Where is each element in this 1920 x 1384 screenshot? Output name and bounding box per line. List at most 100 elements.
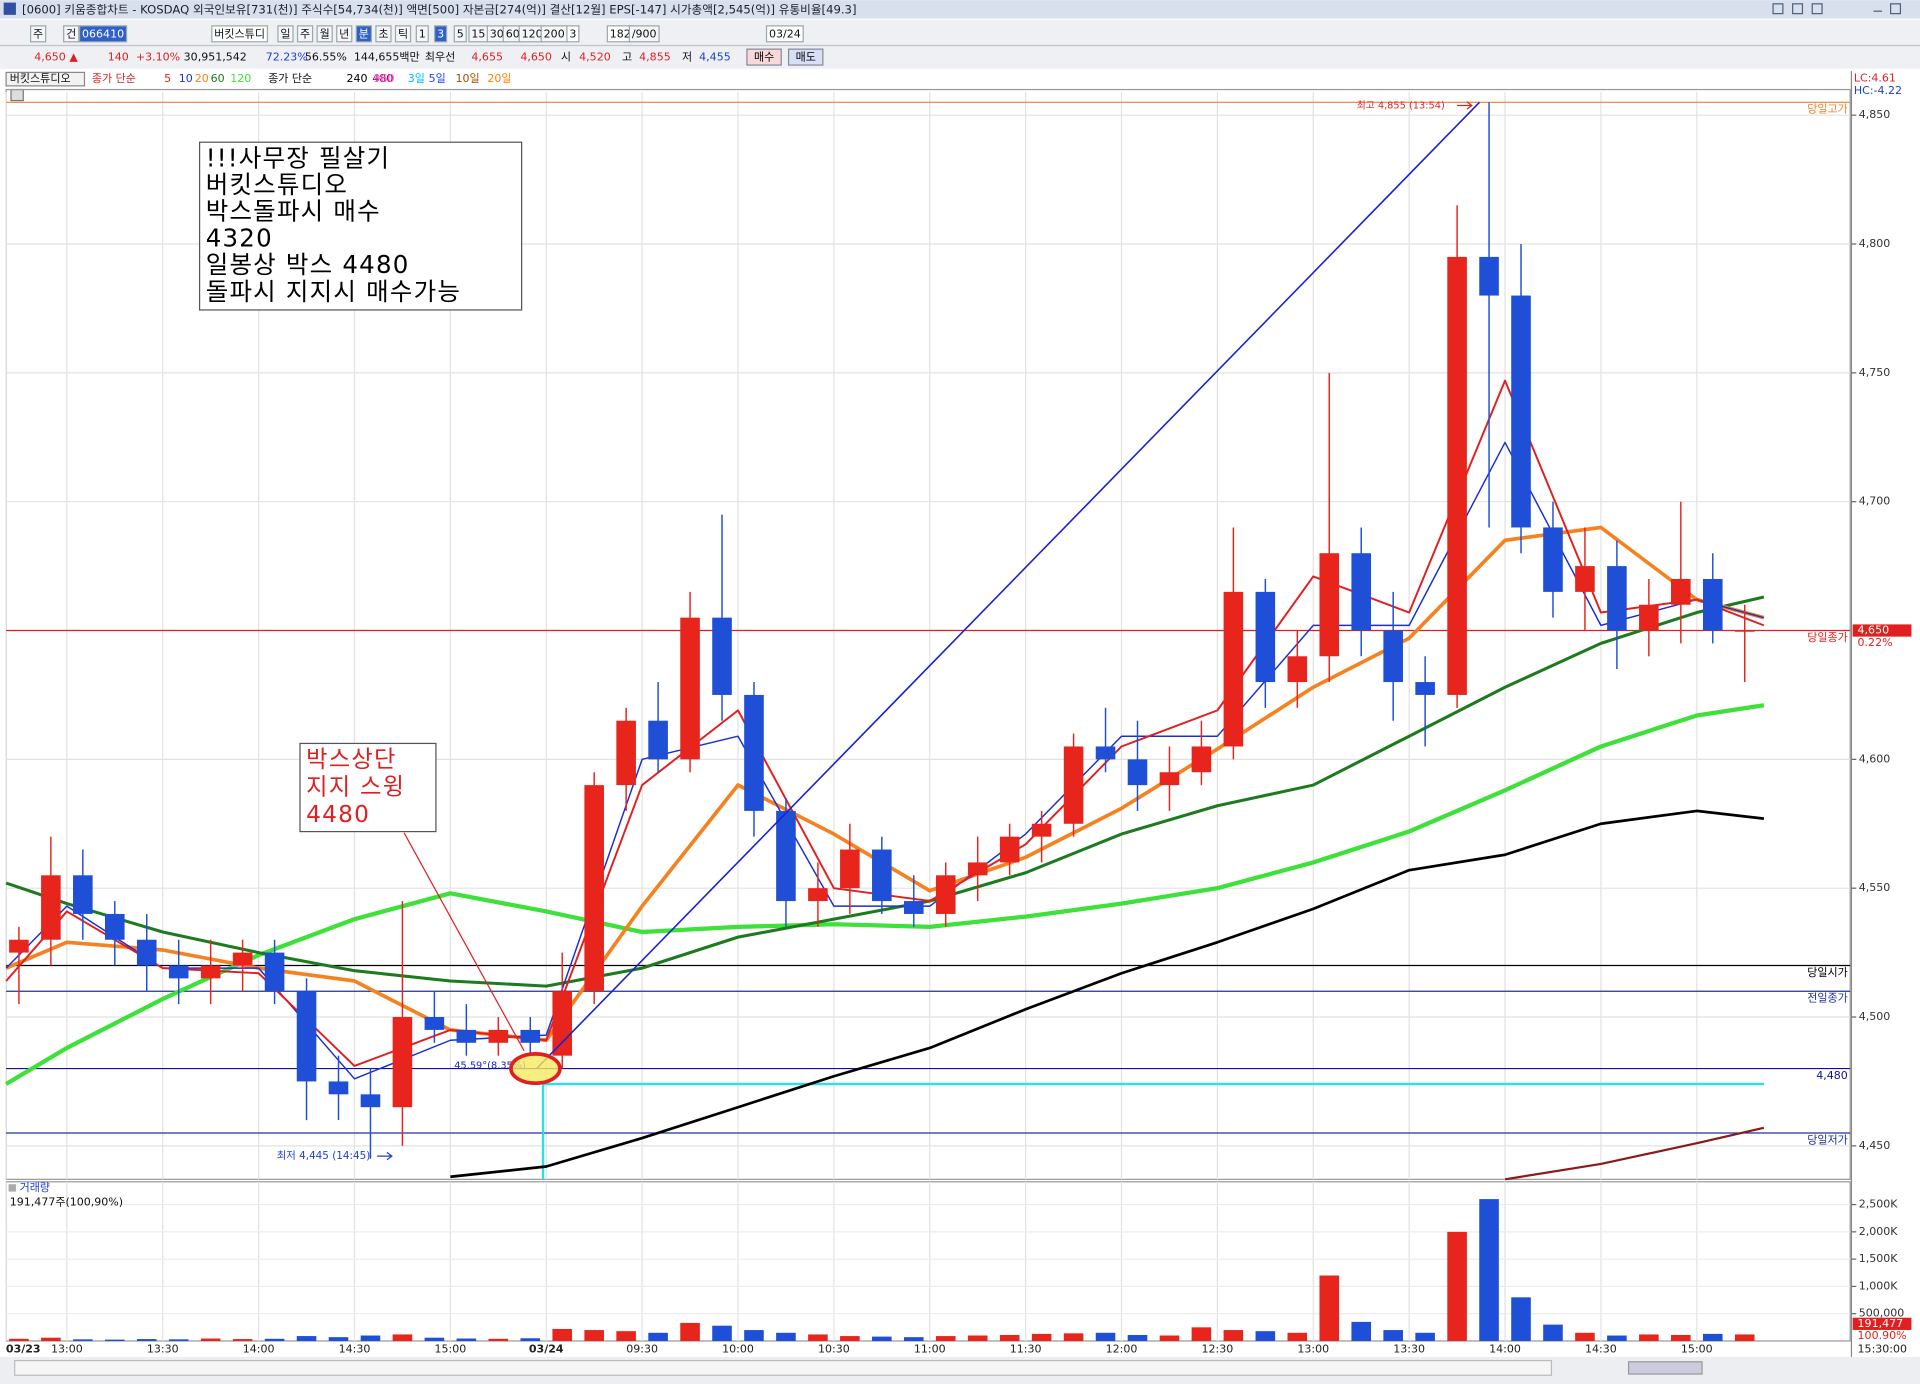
button-frame[interactable] [336, 25, 353, 43]
toolbar-button[interactable]: 년 [339, 27, 349, 40]
scrollbar[interactable] [14, 1359, 1553, 1376]
toolbar-button[interactable]: 월 [320, 27, 330, 40]
volume-bar [488, 1338, 509, 1341]
x-end-label: 15:30:00 [1858, 1343, 1907, 1356]
maximize[interactable] [1890, 3, 1902, 15]
window-controls[interactable] [1772, 3, 1902, 15]
candle-body [168, 965, 189, 979]
annotation-box [299, 742, 437, 833]
volume-bar [9, 1338, 29, 1341]
candle-body [680, 617, 700, 760]
order-button-label[interactable]: 매수 [754, 51, 774, 64]
volume-bar [1031, 1333, 1052, 1341]
candle-body [999, 836, 1020, 863]
candle-body [1127, 759, 1148, 786]
volume-bar [1159, 1335, 1180, 1341]
candle-body [584, 785, 604, 992]
button-frame[interactable] [375, 25, 392, 43]
legend-item: 120 [230, 72, 251, 85]
candle-body [424, 1017, 445, 1030]
volume-bar [296, 1336, 317, 1341]
button-frame[interactable] [394, 25, 412, 43]
low-arrow [377, 1151, 393, 1161]
order-button-label[interactable]: 매도 [796, 51, 816, 64]
reference-label: 4,480 [1816, 1069, 1848, 1082]
volume-bar [1575, 1332, 1595, 1341]
legend-item: 480 [372, 72, 393, 85]
toolbar-button[interactable]: 60 [506, 27, 520, 40]
toolbar-button[interactable]: 주 [300, 27, 310, 40]
volume-title: 거래량 [20, 1181, 50, 1194]
button-frame[interactable] [316, 25, 333, 43]
y-tick-label: 2,000K [1859, 1225, 1899, 1238]
candle-body [360, 1094, 381, 1108]
toolbar-button[interactable]: 건 [66, 27, 76, 40]
button-frame[interactable] [415, 25, 429, 43]
order-button[interactable] [746, 48, 782, 66]
control-icon[interactable] [1792, 3, 1804, 15]
button-frame[interactable] [277, 25, 294, 43]
toolbar-button[interactable]: 5 [457, 27, 464, 40]
close-tag-bg [1852, 624, 1912, 637]
toolbar-button[interactable]: 주 [33, 27, 43, 40]
volume-bar [1319, 1275, 1340, 1341]
button-frame[interactable] [30, 25, 47, 43]
toolbar-button[interactable]: 일 [280, 26, 290, 40]
x-tick-label: 12:30 [1202, 1343, 1234, 1356]
volume-bar [520, 1338, 541, 1341]
toolbar-button[interactable]: 15 [471, 27, 485, 40]
toolbar-button[interactable]: 3 [437, 27, 444, 40]
candle-body [840, 849, 860, 889]
toolbar-button[interactable]: 182 [610, 27, 631, 40]
volume-bar [1351, 1321, 1372, 1341]
toolbar-button[interactable]: 틱 [398, 27, 408, 40]
volume-bar [104, 1339, 125, 1341]
volume-bar [808, 1334, 828, 1341]
candle-body [1734, 630, 1755, 632]
app-icon [3, 2, 16, 15]
control-icon[interactable] [1772, 3, 1784, 15]
button-frame[interactable] [211, 25, 269, 43]
x-tick-label: 13:30 [1393, 1343, 1425, 1356]
legend-item: 10 [179, 72, 193, 85]
y-tick-label: 4,600 [1859, 752, 1891, 765]
annotation-text: 지지 스윙 [306, 774, 405, 801]
button-frame[interactable] [628, 25, 660, 43]
toolbar-button[interactable]: 1 [419, 27, 426, 40]
candle-body [1702, 578, 1723, 631]
candle-body [1415, 682, 1435, 695]
button-frame[interactable] [453, 25, 467, 43]
scroll-thumb[interactable] [1627, 1361, 1703, 1375]
quote-field: 시 [561, 51, 571, 64]
volume-bar [1734, 1334, 1755, 1341]
volume-bar [1543, 1324, 1563, 1341]
volume-bar [1191, 1327, 1212, 1341]
volume-bar [1511, 1297, 1531, 1341]
button-frame[interactable] [78, 25, 128, 43]
volume-bar [744, 1330, 764, 1341]
toolbar-button[interactable]: 120 [522, 27, 543, 40]
toolbar-button[interactable]: 066410 [82, 27, 124, 40]
reference-label: 당일저가 [1807, 1132, 1848, 1146]
legend-item: 240 [347, 72, 368, 85]
toolbar-button[interactable]: 초 [378, 27, 388, 40]
annotation-text: 박스상단 [306, 746, 396, 773]
order-button[interactable] [787, 48, 824, 66]
button-frame[interactable] [63, 25, 80, 43]
button-frame[interactable] [566, 25, 580, 43]
button-frame[interactable] [434, 25, 448, 43]
toolbar-button[interactable]: 30 [490, 27, 504, 40]
settings-icon[interactable] [10, 88, 24, 102]
button-frame[interactable] [296, 25, 314, 43]
lc-tag: LC:4.61 [1854, 72, 1896, 85]
toolbar-button[interactable]: 03/24 [769, 27, 801, 40]
toolbar-button[interactable]: 버킷스튜디 [214, 27, 265, 40]
toolbar-button[interactable]: 200 [544, 27, 565, 40]
low-label: 최저 4,445 (14:45) [277, 1150, 371, 1162]
toolbar-button[interactable]: 3 [569, 27, 576, 40]
control-icon[interactable] [1811, 3, 1823, 15]
toolbar-button[interactable]: 분 [359, 27, 369, 40]
button-frame[interactable] [765, 25, 804, 43]
button-frame[interactable] [355, 25, 372, 43]
toolbar-button[interactable]: /900 [632, 27, 657, 40]
